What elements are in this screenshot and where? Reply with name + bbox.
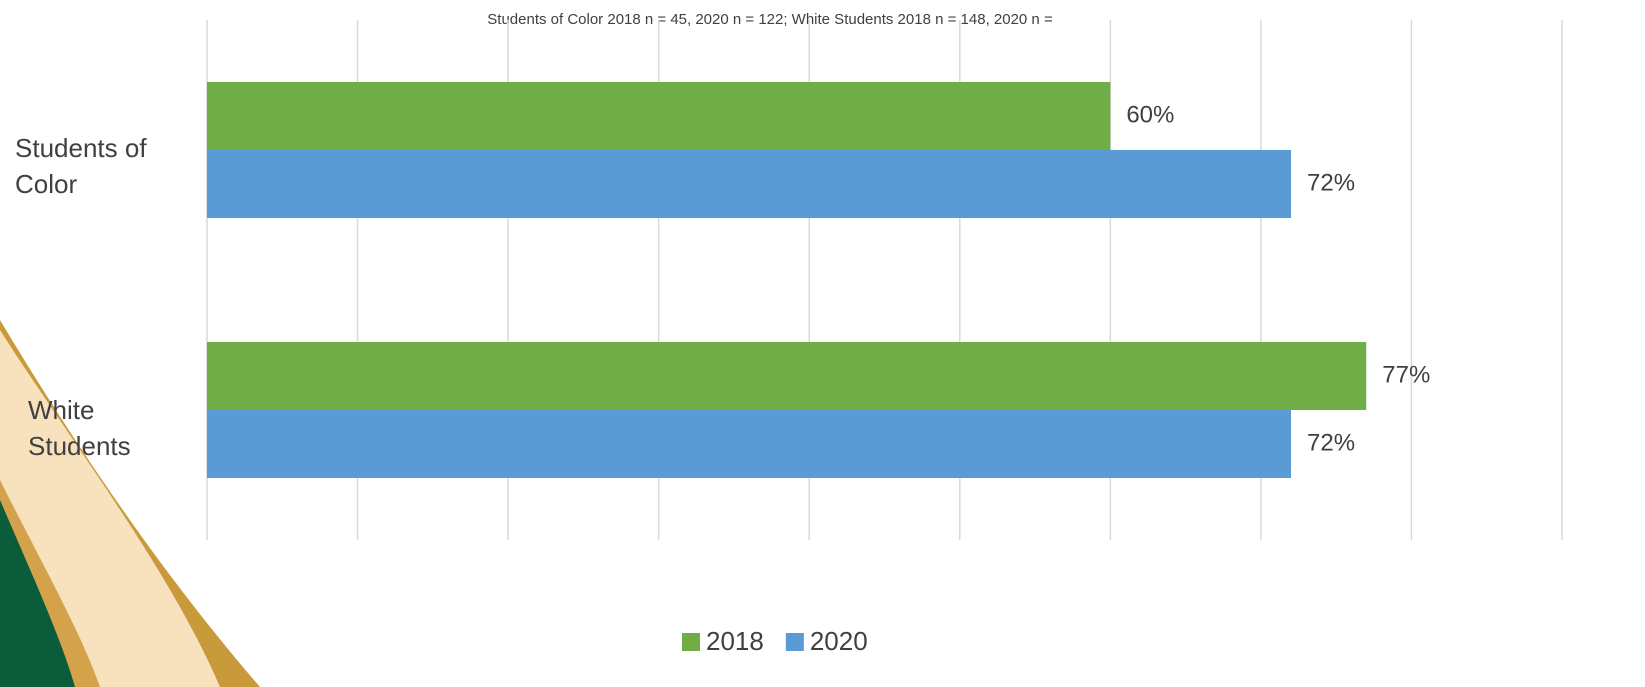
legend-label: 2018 [706,626,764,656]
data-label: 72% [1307,169,1355,196]
y-tick-label: Students of Color [15,133,147,199]
data-label: 77% [1382,361,1430,388]
bar [207,342,1367,410]
bar [207,410,1291,478]
y-tick-label: White Students [28,395,131,461]
legend-label: 2020 [810,626,868,656]
legend-swatch [682,633,700,651]
data-label: 72% [1307,429,1355,456]
legend-swatch [785,633,804,651]
bar [207,82,1111,150]
chart-title: Students of Color 2018 n = 45, 2020 n = … [487,11,1053,28]
background-decoration [0,320,260,687]
decor-green [0,500,75,687]
data-label: 60% [1126,101,1174,128]
bar [207,150,1291,218]
